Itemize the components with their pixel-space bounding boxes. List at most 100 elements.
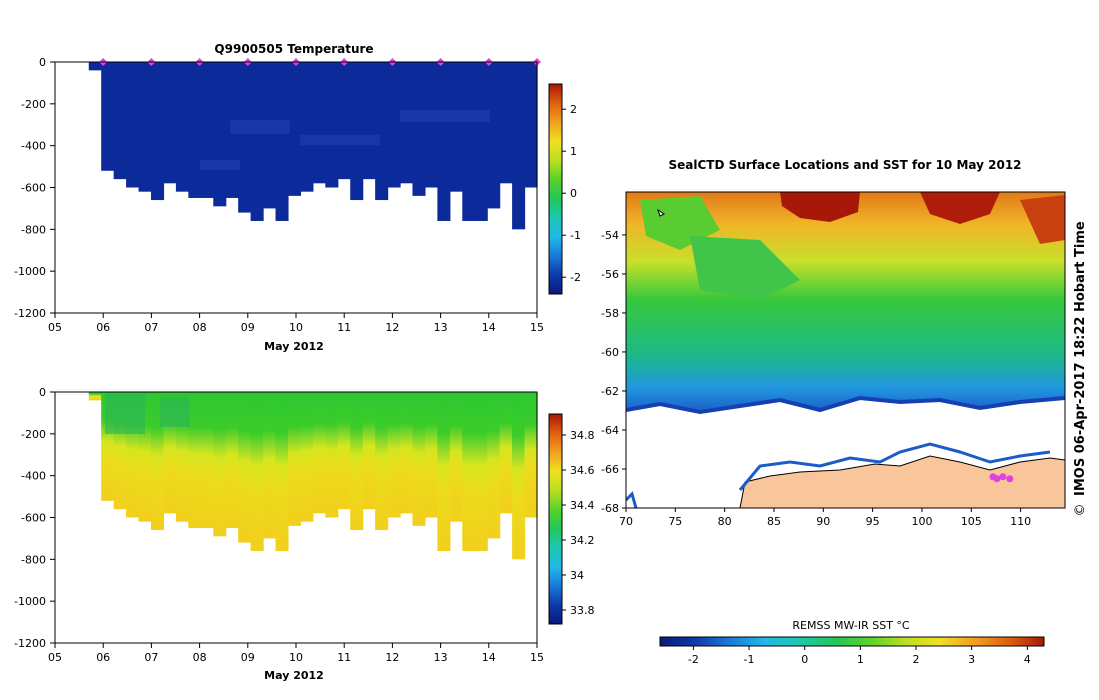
y-tick-label: -800	[21, 553, 46, 566]
y-tick-label: 0	[39, 386, 46, 399]
y-tick-label: -600	[21, 512, 46, 525]
x-tick-label: 15	[530, 651, 544, 664]
y-tick-label: -600	[21, 182, 46, 195]
land-mass	[739, 455, 1065, 508]
profile-column	[263, 62, 277, 209]
profile-column	[474, 392, 488, 551]
y-tick-label: -1000	[14, 265, 46, 278]
map-frame	[625, 191, 1066, 509]
profile-column	[424, 392, 438, 518]
cool-patch	[640, 196, 720, 250]
profile-column	[188, 392, 202, 528]
x-tick-label: 05	[48, 651, 62, 664]
colorbar-tick-label: 34.8	[570, 429, 595, 442]
profile-column	[213, 62, 227, 207]
profile-column	[424, 62, 438, 188]
profile-column	[312, 62, 326, 184]
temperature-colorbar: 2 1 0 -1 -2	[548, 83, 581, 295]
profile-column	[474, 62, 488, 221]
y-tick-label: -400	[21, 470, 46, 483]
profile-column	[524, 62, 538, 188]
map-area	[626, 192, 1065, 508]
salinity-field	[88, 392, 538, 560]
colorbar-bar	[548, 83, 563, 295]
colorbar-tick-label: 0	[801, 653, 808, 666]
credit-block: © IMOS 06-Apr-2017 18:22 Hobart Time	[1073, 221, 1088, 516]
profile-column	[312, 392, 326, 514]
profile-column	[387, 62, 401, 188]
coastal-polynya	[626, 491, 638, 508]
y-tick-label: -66	[601, 463, 619, 476]
colorbar-tick-label: 1	[570, 145, 577, 158]
x-tick-label: 09	[241, 321, 255, 334]
x-tick-label: 13	[434, 321, 448, 334]
y-tick-label: -1200	[14, 637, 46, 650]
profile-column	[462, 392, 476, 551]
profile-column	[238, 392, 252, 543]
x-tick-label: 12	[385, 651, 399, 664]
credit-text: IMOS 06-Apr-2017 18:22 Hobart Time	[1073, 221, 1088, 496]
y-tick-label: -56	[601, 268, 619, 281]
y-tick-label: -400	[21, 140, 46, 153]
seal-locations	[989, 473, 1014, 483]
colorbar-tick-label: -1	[744, 653, 755, 666]
profile-column	[437, 392, 451, 551]
profile-column	[250, 62, 264, 221]
profile-column	[213, 392, 227, 537]
colorbar-tick-label: 34	[570, 569, 584, 582]
x-tick-label: 10	[289, 321, 303, 334]
y-tick-label: -60	[601, 346, 619, 359]
x-tick-label: 08	[193, 651, 207, 664]
temperature-section-panel: Q9900505 Temperature 0 -200 -400 -600 -800 -1…	[14, 42, 581, 353]
profile-column	[499, 392, 513, 514]
profile-column	[350, 392, 364, 531]
profile-column	[175, 62, 189, 192]
x-tick-label: 11	[337, 321, 351, 334]
map-axes: 70 75 80 85 90 95 100 105 110 -54 -56 -58 -60 -62 -64 -…	[601, 191, 1066, 528]
x-tick-label: 80	[718, 515, 732, 528]
x-tick-label: 110	[1010, 515, 1031, 528]
field-patch	[105, 394, 145, 434]
sst-colorbar-label: REMSS MW-IR SST °C	[792, 619, 910, 632]
profile-column	[325, 392, 339, 518]
profile-column	[263, 392, 277, 539]
profile-column	[325, 62, 339, 188]
profile-column	[512, 392, 526, 560]
x-tick-label: 07	[144, 321, 158, 334]
profile-column	[487, 62, 501, 209]
profile-column	[337, 392, 351, 510]
y-tick-label: -1000	[14, 595, 46, 608]
profile-column	[188, 62, 202, 198]
profile-column	[138, 62, 152, 192]
y-tick-label: -64	[601, 424, 619, 437]
x-tick-label: 100	[911, 515, 932, 528]
colorbar-tick-label: 4	[1024, 653, 1031, 666]
y-tick-label: -58	[601, 307, 619, 320]
profile-column	[88, 62, 102, 71]
profile-column	[200, 62, 214, 198]
warm-patch	[1020, 195, 1065, 244]
coastal-polynya	[738, 442, 1051, 491]
profile-column	[238, 62, 252, 213]
y-tick-label: -200	[21, 98, 46, 111]
seal-location	[999, 473, 1007, 481]
colorbar-tick-label: -2	[570, 271, 581, 284]
profile-column	[412, 62, 426, 196]
salinity-x-label: May 2012	[264, 669, 324, 682]
y-tick-label: -1200	[14, 307, 46, 320]
profile-column	[275, 392, 289, 551]
profile-column	[412, 392, 426, 526]
x-tick-label: 08	[193, 321, 207, 334]
warm-patch	[920, 192, 1000, 224]
profile-column	[524, 392, 538, 518]
colorbar-tick-label: 34.4	[570, 499, 595, 512]
x-tick-label: 70	[619, 515, 633, 528]
profile-column	[437, 62, 451, 221]
salinity-colorbar: 34.8 34.6 34.4 34.2 34 33.8	[548, 413, 595, 625]
colorbar-bar	[659, 636, 1045, 647]
profile-column	[512, 62, 526, 230]
field-patch	[400, 110, 490, 122]
